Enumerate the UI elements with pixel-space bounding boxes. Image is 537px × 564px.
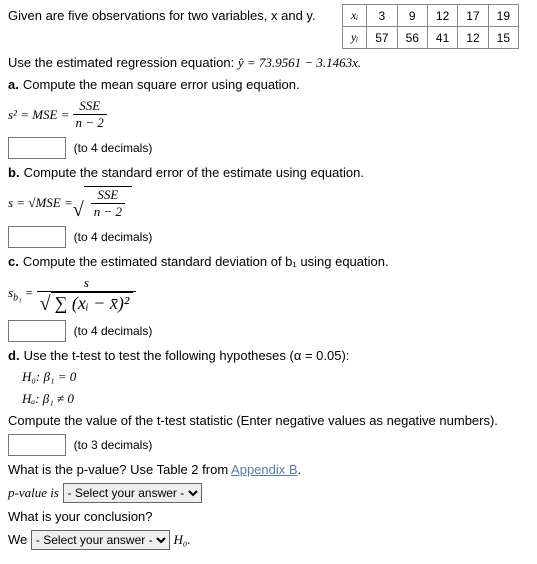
se-equation: s = √MSE = √SSEn − 2 xyxy=(8,186,529,220)
cell: 3 xyxy=(367,5,397,27)
part-d-label: d. xyxy=(8,348,20,363)
h0-text: H₀: β₁ = 0 xyxy=(22,369,76,384)
data-table: xᵢ 3 9 12 17 19 yᵢ 57 56 41 12 15 xyxy=(342,4,519,49)
part-b-label: b. xyxy=(8,165,20,180)
cell: 12 xyxy=(458,27,488,49)
se-hint: (to 4 decimals) xyxy=(74,230,153,244)
cell: 12 xyxy=(427,5,457,27)
cell: 56 xyxy=(397,27,427,49)
part-a-label: a. xyxy=(8,77,19,92)
intro-text: Given are five observations for two vari… xyxy=(8,8,316,23)
mse-hint: (to 4 decimals) xyxy=(74,141,153,155)
pvalue-select[interactable]: - Select your answer - xyxy=(63,483,202,503)
cell: 57 xyxy=(367,27,397,49)
part-b-text: Compute the standard error of the estima… xyxy=(24,165,364,180)
pvalue-label: p-value is xyxy=(8,485,59,500)
row-label-x: xᵢ xyxy=(342,5,366,27)
we-text: We xyxy=(8,532,27,547)
appendix-b-link[interactable]: Appendix B xyxy=(231,462,298,477)
cell: 9 xyxy=(397,5,427,27)
sb1-hint: (to 4 decimals) xyxy=(74,324,153,338)
cell: 19 xyxy=(488,5,518,27)
part-c-label: c. xyxy=(8,254,19,269)
d-compute-text: Compute the value of the t-test statisti… xyxy=(8,413,529,428)
cell: 15 xyxy=(488,27,518,49)
h0-tail: H₀. xyxy=(174,532,191,547)
mse-equation: s² = MSE = SSEn − 2 xyxy=(8,98,529,131)
regression-line: Use the estimated regression equation: ŷ… xyxy=(8,55,529,71)
tstat-hint: (to 3 decimals) xyxy=(74,438,153,452)
cell: 41 xyxy=(427,27,457,49)
tstat-input[interactable] xyxy=(8,434,66,456)
conclusion-question: What is your conclusion? xyxy=(8,509,529,524)
se-input[interactable] xyxy=(8,226,66,248)
part-d-text: Use the t-test to test the following hyp… xyxy=(24,348,350,363)
ha-text: Hₐ: β₁ ≠ 0 xyxy=(22,391,74,406)
pvalue-question: What is the p-value? Use Table 2 from Ap… xyxy=(8,462,529,477)
conclusion-select[interactable]: - Select your answer - xyxy=(31,530,170,550)
mse-input[interactable] xyxy=(8,137,66,159)
part-a-text: Compute the mean square error using equa… xyxy=(23,77,300,92)
part-c-text: Compute the estimated standard deviation… xyxy=(23,254,389,269)
row-label-y: yᵢ xyxy=(342,27,366,49)
cell: 17 xyxy=(458,5,488,27)
sb1-input[interactable] xyxy=(8,320,66,342)
sb1-equation: sb₁ = s √∑ (xᵢ − x̄)² xyxy=(8,275,529,314)
